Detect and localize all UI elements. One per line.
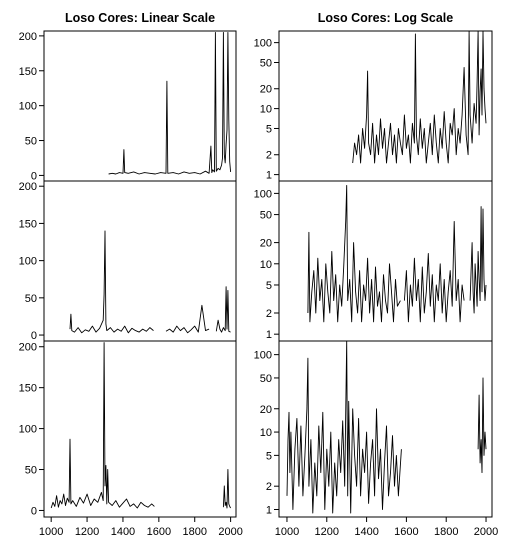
panel-3-linear-frame	[43, 340, 237, 518]
panel-2-log-ytick-label-100: 100	[254, 188, 272, 200]
panel-2-linear-ytick-label-150: 150	[19, 218, 37, 230]
panel-2-log-ytick-label-2: 2	[266, 308, 272, 320]
panel-2-log-ytick-label-5: 5	[266, 280, 272, 292]
panel-1-linear-ytick-label-150: 150	[19, 66, 37, 78]
panel-1-log-ytick-label-20: 20	[260, 84, 272, 96]
panel-1-log-series-segment-1	[352, 30, 487, 164]
panel-2-log-ytick-label-50: 50	[260, 210, 272, 222]
panel-1-linear-ytick-label-200: 200	[19, 31, 37, 43]
panel-3-log-ytick-label-20: 20	[260, 404, 272, 416]
panel-2-linear-ytick-label-100: 100	[19, 256, 37, 268]
panel-1-log-ytick-label-50: 50	[260, 57, 272, 69]
panel-3-log-ytick-label-100: 100	[254, 350, 272, 362]
panel-1-linear-ytick-label-0: 0	[31, 170, 37, 182]
panel-3-linear-series-segment-2	[222, 469, 231, 509]
panel-3-linear-series-segment-1	[50, 342, 155, 509]
panel-3-linear-ytick-label-0: 0	[31, 505, 37, 517]
chart-title-log: Loso Cores: Log Scale	[318, 11, 453, 25]
panel-2-log-ytick-label-1: 1	[266, 329, 272, 341]
panel-3-linear-xtick-label-2000: 2000	[218, 526, 242, 538]
panel-1-log-ytick-label-2: 2	[266, 150, 272, 162]
panel-3-linear-xtick-label-1600: 1600	[147, 526, 171, 538]
panel-3-log-ytick-label-1: 1	[266, 504, 272, 516]
panel-3-linear-ytick-label-100: 100	[19, 424, 37, 436]
panel-3-log-ytick-label-50: 50	[260, 373, 272, 385]
panel-3-log-xtick-label-1800: 1800	[434, 526, 458, 538]
panel-3-log-frame	[278, 340, 493, 518]
panel-2-linear-ytick-label-0: 0	[31, 330, 37, 342]
panel-1-linear-ytick-label-50: 50	[25, 136, 37, 148]
panel-2-linear-ytick-label-50: 50	[25, 293, 37, 305]
panel-1-log-ytick-label-1: 1	[266, 170, 272, 182]
panel-2-log-series-segment-2	[403, 220, 465, 323]
panel-1-linear-series-segment-1	[108, 31, 232, 175]
panel-2-log-ytick-label-10: 10	[260, 259, 272, 271]
panel-3-linear-xtick-label-1800: 1800	[182, 526, 206, 538]
panel-1-linear-frame	[43, 30, 237, 182]
panel-3-log-xtick-label-1400: 1400	[354, 526, 378, 538]
panel-3-log-xtick-label-1000: 1000	[275, 526, 299, 538]
panel-3-log-xtick-label-2000: 2000	[474, 526, 498, 538]
panel-2-linear-series-segment-1	[69, 230, 154, 334]
chart-title-linear: Loso Cores: Linear Scale	[65, 11, 215, 25]
panel-3-linear-xtick-label-1000: 1000	[39, 526, 63, 538]
panel-3-log-ytick-label-5: 5	[266, 450, 272, 462]
panel-1-linear-ytick-label-100: 100	[19, 101, 37, 113]
panel-1-log-ytick-label-5: 5	[266, 123, 272, 135]
panel-3-linear-xtick-label-1200: 1200	[75, 526, 99, 538]
panel-2-log-ytick-label-20: 20	[260, 238, 272, 250]
panel-3-log-series-segment-1	[286, 340, 402, 514]
panel-3-linear-ytick-label-50: 50	[25, 465, 37, 477]
panel-3-linear-ytick-label-150: 150	[19, 383, 37, 395]
panel-2-log-series-segment-1	[307, 184, 401, 323]
panel-3-log-ytick-label-2: 2	[266, 481, 272, 493]
panel-3-log-xtick-label-1200: 1200	[315, 526, 339, 538]
panel-3-linear-ytick-label-200: 200	[19, 342, 37, 354]
panel-2-log-series-segment-3	[469, 206, 487, 314]
panel-1-log-ytick-label-100: 100	[254, 38, 272, 50]
panel-3-log-xtick-label-1600: 1600	[394, 526, 418, 538]
panel-3-linear-xtick-label-1400: 1400	[111, 526, 135, 538]
panel-3-log-series-segment-2	[477, 377, 487, 474]
panel-2-linear-series-segment-2	[165, 304, 210, 334]
panel-1-log-ytick-label-10: 10	[260, 104, 272, 116]
panel-2-linear-frame	[43, 180, 237, 342]
panel-2-linear-series-segment-3	[215, 286, 231, 333]
panel-1-log-frame	[278, 30, 493, 182]
panel-2-linear-ytick-label-200: 200	[19, 181, 37, 193]
panel-3-log-ytick-label-10: 10	[260, 427, 272, 439]
